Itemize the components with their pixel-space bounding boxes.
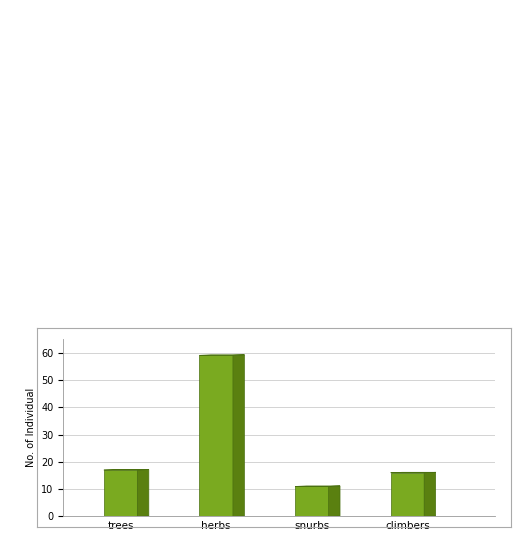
- Bar: [104, 470, 138, 516]
- Bar: [391, 473, 424, 516]
- Polygon shape: [328, 486, 340, 516]
- Polygon shape: [138, 470, 149, 516]
- Bar: [295, 486, 328, 516]
- Y-axis label: No. of Individual: No. of Individual: [26, 388, 36, 468]
- Bar: [200, 355, 233, 516]
- Polygon shape: [233, 355, 245, 516]
- Polygon shape: [424, 472, 436, 516]
